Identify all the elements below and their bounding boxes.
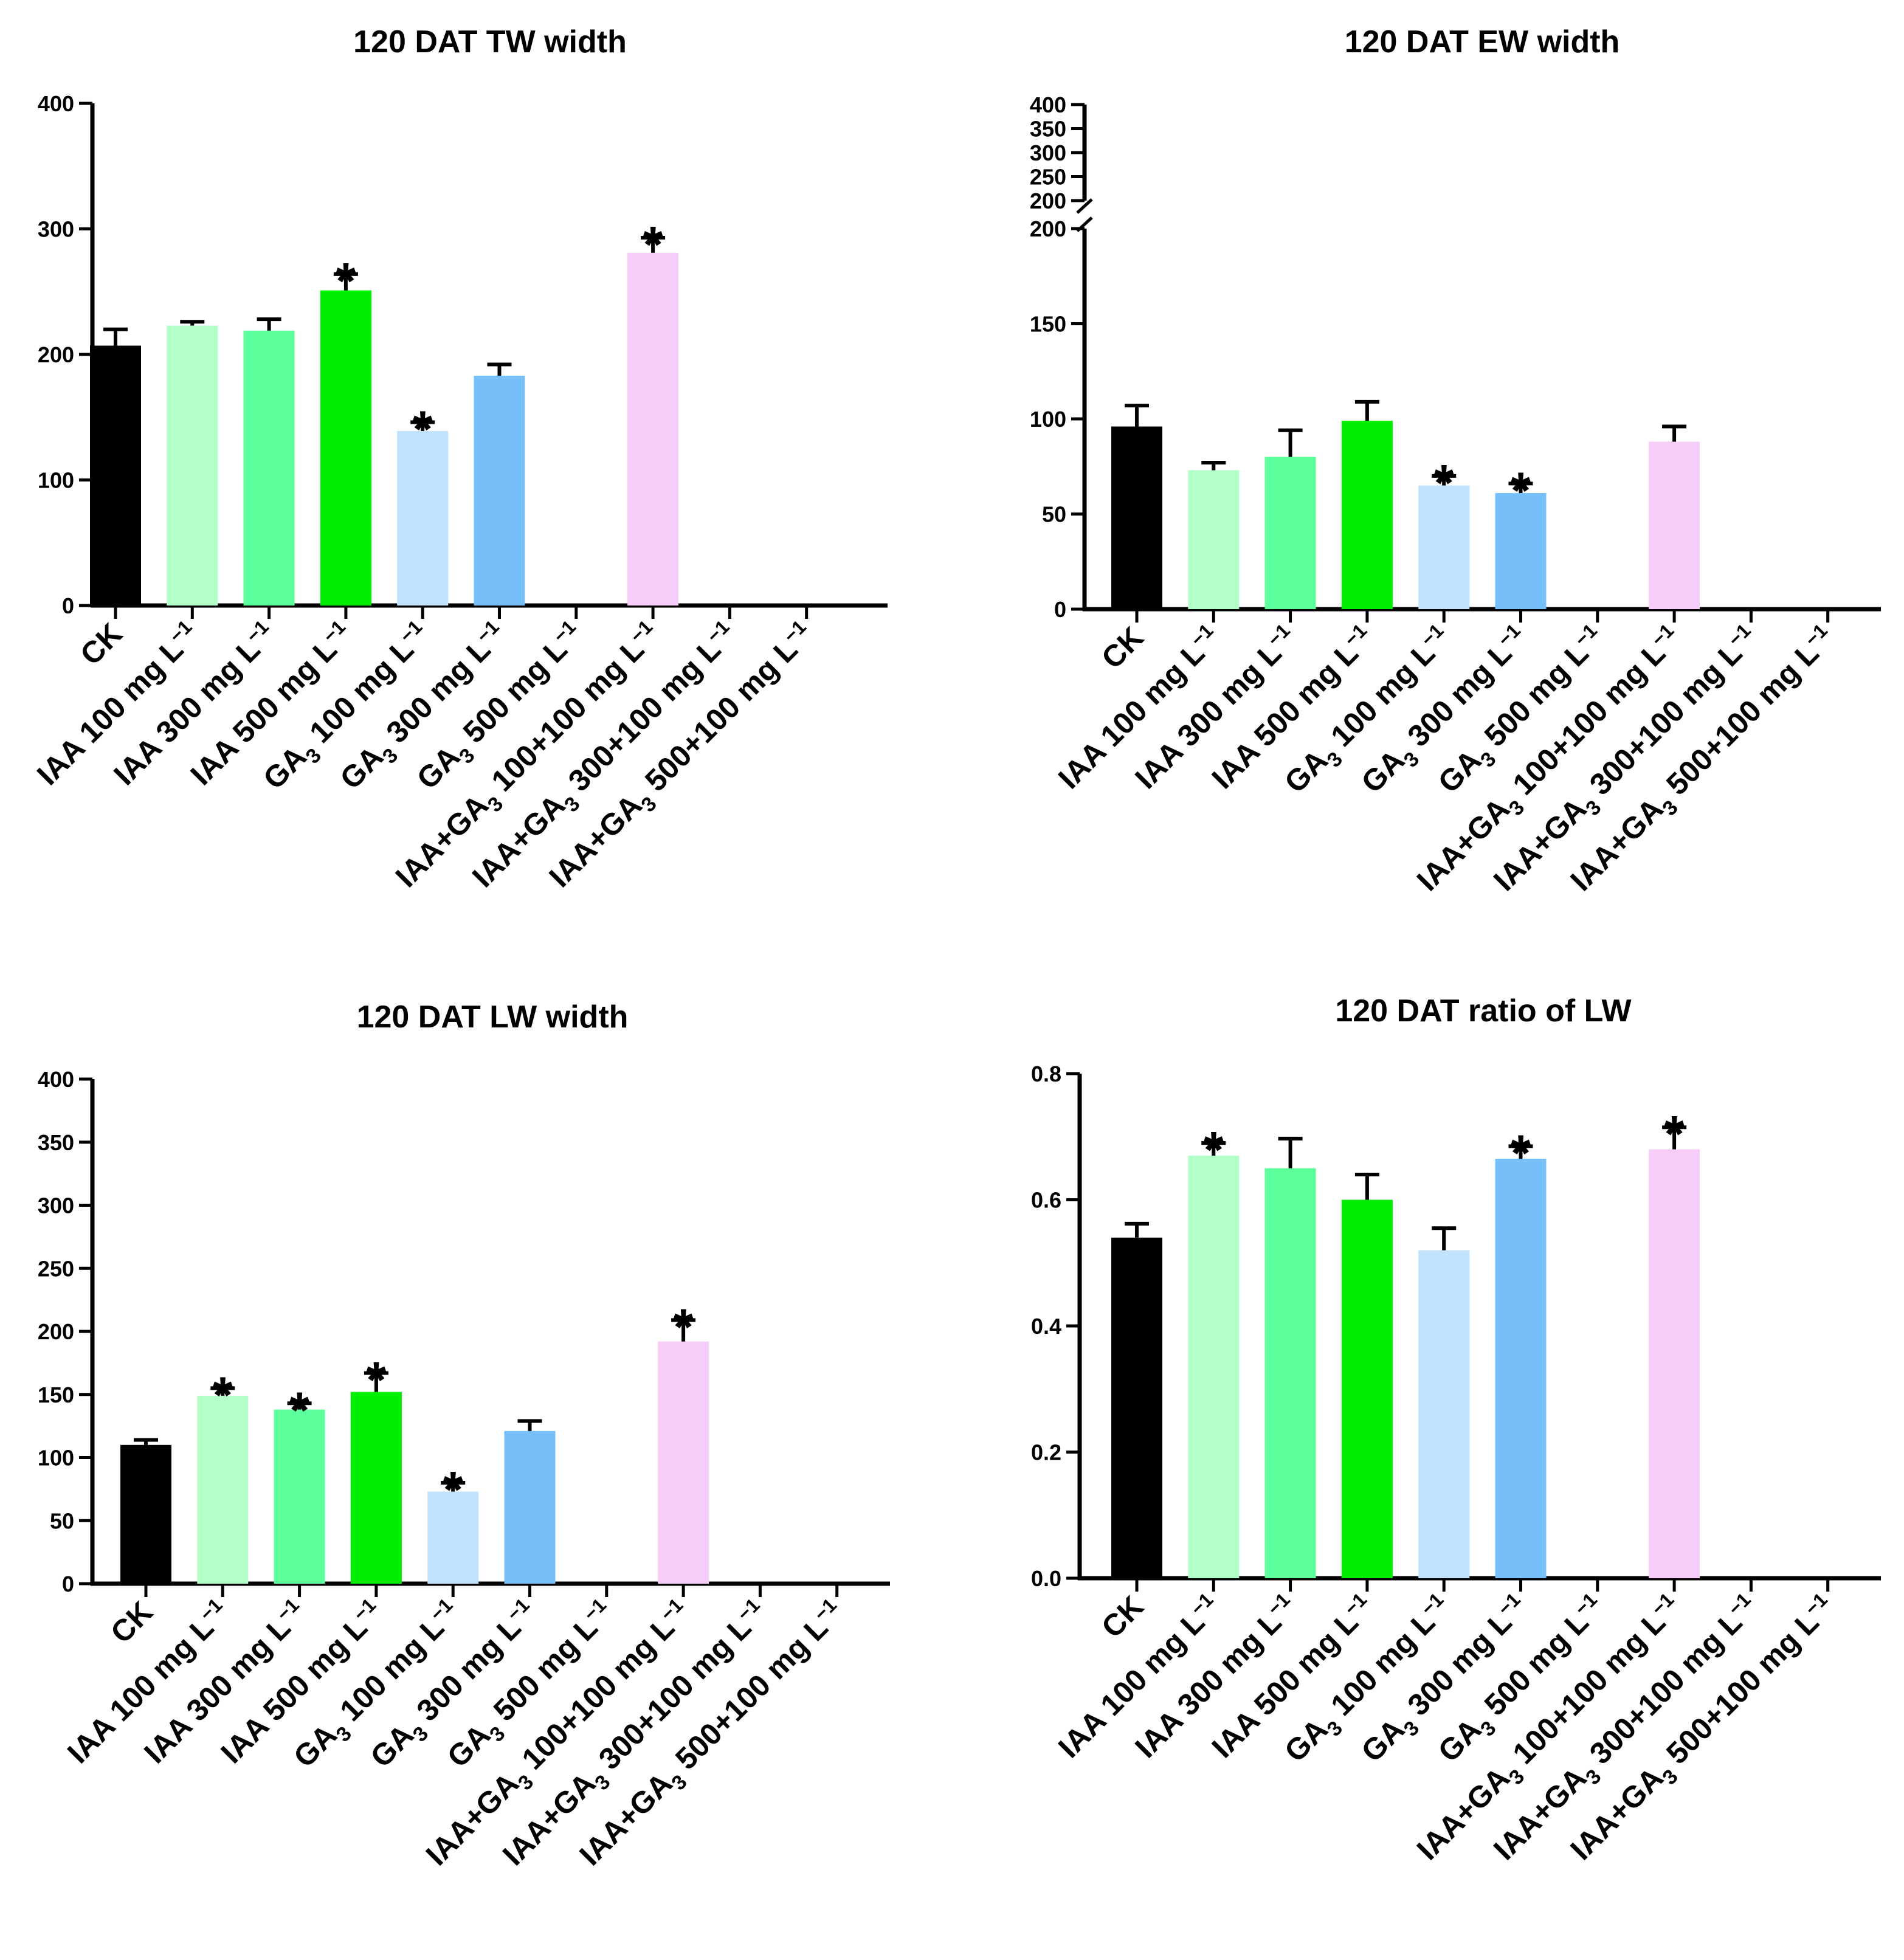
y-tick-label: 0.0 xyxy=(1031,1566,1061,1591)
category-label: CK xyxy=(74,616,129,672)
chart-title: 120 DAT TW width xyxy=(353,24,627,60)
bar xyxy=(1649,441,1700,609)
chart-panel-lw-width: 120 DAT LW width 0 50 100 150 200 250 300 350 40… xyxy=(38,999,890,1872)
y-tick-label: 150 xyxy=(38,1382,74,1407)
bar xyxy=(1264,1168,1316,1578)
y-tick-label-upper: 300 xyxy=(1030,140,1066,165)
y-tick-label: 300 xyxy=(38,1193,74,1218)
y-tick-label-upper: 200 xyxy=(1030,188,1066,213)
bar xyxy=(90,345,141,606)
bar xyxy=(197,1395,249,1584)
significance-marker: * xyxy=(443,1461,463,1518)
significance-marker: * xyxy=(674,1298,694,1355)
y-tick-label: 300 xyxy=(38,217,74,242)
significance-marker: * xyxy=(1511,461,1531,519)
bar xyxy=(274,1409,325,1584)
y-tick-label: 400 xyxy=(38,91,74,116)
bar xyxy=(1111,426,1162,609)
bar xyxy=(1495,493,1547,609)
y-tick-label-upper: 350 xyxy=(1030,117,1066,142)
y-tick-label: 200 xyxy=(38,1319,74,1344)
significance-marker: * xyxy=(643,216,663,273)
bar xyxy=(1418,1250,1470,1578)
y-tick-label: 0 xyxy=(1054,597,1066,622)
y-tick-label: 100 xyxy=(38,1446,74,1471)
bar xyxy=(427,1491,479,1584)
significance-marker: * xyxy=(213,1366,233,1423)
bar xyxy=(1649,1149,1700,1578)
significance-marker: * xyxy=(413,401,433,458)
y-tick-label: 50 xyxy=(1042,502,1066,527)
axis-break-mark xyxy=(1076,216,1093,232)
y-tick-label: 200 xyxy=(38,342,74,367)
category-label: CK xyxy=(1095,620,1150,675)
bar xyxy=(320,290,371,606)
y-tick-label-upper: 400 xyxy=(1030,92,1066,117)
significance-marker: * xyxy=(1664,1105,1685,1162)
bar xyxy=(1264,457,1316,609)
y-tick-label: 350 xyxy=(38,1130,74,1155)
y-tick-label-upper: 250 xyxy=(1030,165,1066,190)
significance-marker: * xyxy=(289,1381,309,1438)
bar xyxy=(167,325,218,606)
y-tick-label: 0 xyxy=(62,1572,74,1596)
y-tick-label: 400 xyxy=(38,1067,74,1092)
bar xyxy=(504,1430,556,1584)
bar xyxy=(1341,1199,1393,1578)
y-tick-label: 100 xyxy=(38,468,74,493)
chart-title: 120 DAT ratio of LW xyxy=(1335,993,1632,1029)
bar xyxy=(397,430,449,606)
bar xyxy=(120,1444,171,1584)
bar xyxy=(1341,421,1393,609)
significance-marker: * xyxy=(336,252,356,309)
significance-marker: * xyxy=(1434,454,1454,511)
significance-marker: * xyxy=(367,1351,387,1408)
axis-break-mark xyxy=(1076,198,1093,214)
bar xyxy=(1111,1237,1162,1578)
y-tick-label: 150 xyxy=(1030,312,1066,337)
significance-marker: * xyxy=(1204,1121,1224,1178)
bar xyxy=(474,376,525,606)
bar xyxy=(1418,485,1470,609)
bar xyxy=(658,1341,709,1584)
y-tick-label: 0.2 xyxy=(1031,1440,1061,1465)
bar xyxy=(1188,470,1240,609)
significance-marker: * xyxy=(1511,1124,1531,1181)
bar xyxy=(243,330,295,606)
category-label: CK xyxy=(1095,1589,1150,1644)
category-label: CK xyxy=(104,1595,159,1650)
y-tick-label: 0.6 xyxy=(1031,1188,1061,1213)
chart-title: 120 DAT EW width xyxy=(1345,24,1620,60)
chart-panel-ew-width: 120 DAT EW width 05010015020020025030035… xyxy=(1030,24,1881,897)
bar xyxy=(1188,1155,1240,1578)
y-tick-label: 250 xyxy=(38,1256,74,1281)
bar xyxy=(1495,1159,1547,1578)
y-tick-label: 0.4 xyxy=(1031,1314,1061,1339)
y-tick-label: 0.8 xyxy=(1031,1061,1061,1086)
y-tick-label: 50 xyxy=(50,1508,74,1533)
y-tick-label: 0 xyxy=(62,593,74,618)
y-tick-label: 200 xyxy=(1030,216,1066,241)
bar xyxy=(350,1392,402,1584)
y-tick-label: 100 xyxy=(1030,407,1066,432)
chart-panel-ratio-of-lw: 120 DAT ratio of LW 0.00.20.40.60.8CK*IA… xyxy=(1031,993,1881,1866)
bar xyxy=(627,252,679,606)
chart-title: 120 DAT LW width xyxy=(357,999,629,1035)
